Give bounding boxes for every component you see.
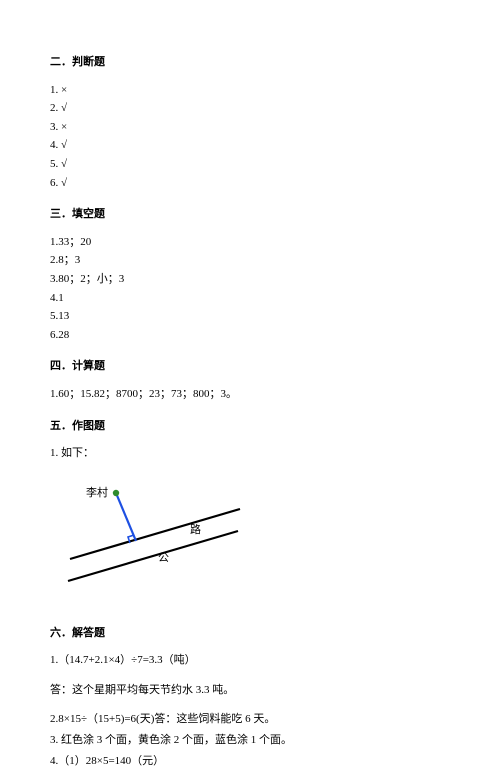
s2-item-4: 4. √ xyxy=(50,137,450,155)
s2-item-2: 2. √ xyxy=(50,100,450,118)
s4-item-1: 1.60；15.82；8700；23；73；800；3。 xyxy=(50,386,450,404)
s6-line-6: 3. 红色涂 3 个面，黄色涂 2 个面，蓝色涂 1 个面。 xyxy=(50,732,450,750)
s3-item-1: 1.33；20 xyxy=(50,234,450,252)
road-diagram: 李村 路 公 xyxy=(50,481,250,601)
s6-line-7: 4.（1）28×5=140（元） xyxy=(50,753,450,770)
s3-item-5: 5.13 xyxy=(50,308,450,326)
perpendicular-line xyxy=(116,493,136,541)
s6-line-1: 1.（14.7+2.1×4）÷7=3.3（吨） xyxy=(50,652,450,670)
road-label-lu: 路 xyxy=(190,523,201,536)
road-diagram-svg: 李村 路 公 xyxy=(50,481,250,601)
road-line-top xyxy=(70,509,240,559)
s6-line-5: 2.8×15÷（15+5)=6(天)答：这些饲料能吃 6 天。 xyxy=(50,711,450,729)
village-point xyxy=(113,489,119,495)
s2-item-5: 5. √ xyxy=(50,156,450,174)
s3-item-3: 3.80；2；小；3 xyxy=(50,271,450,289)
s2-item-6: 6. √ xyxy=(50,175,450,193)
s2-item-3: 3. × xyxy=(50,119,450,137)
village-label: 李村 xyxy=(86,485,108,499)
section-6-title: 六．解答题 xyxy=(50,625,450,643)
s6-line-3: 答：这个星期平均每天节约水 3.3 吨。 xyxy=(50,682,450,700)
road-label-gong: 公 xyxy=(158,552,169,564)
section-5-title: 五．作图题 xyxy=(50,418,450,436)
s3-item-4: 4.1 xyxy=(50,290,450,308)
section-2-title: 二．判断题 xyxy=(50,54,450,72)
s5-lead: 1. 如下： xyxy=(50,445,450,463)
section-3-title: 三．填空题 xyxy=(50,206,450,224)
s3-item-2: 2.8；3 xyxy=(50,252,450,270)
road-line-bottom xyxy=(68,531,238,581)
section-4-title: 四．计算题 xyxy=(50,358,450,376)
s3-item-6: 6.28 xyxy=(50,327,450,345)
s2-item-1: 1. × xyxy=(50,82,450,100)
